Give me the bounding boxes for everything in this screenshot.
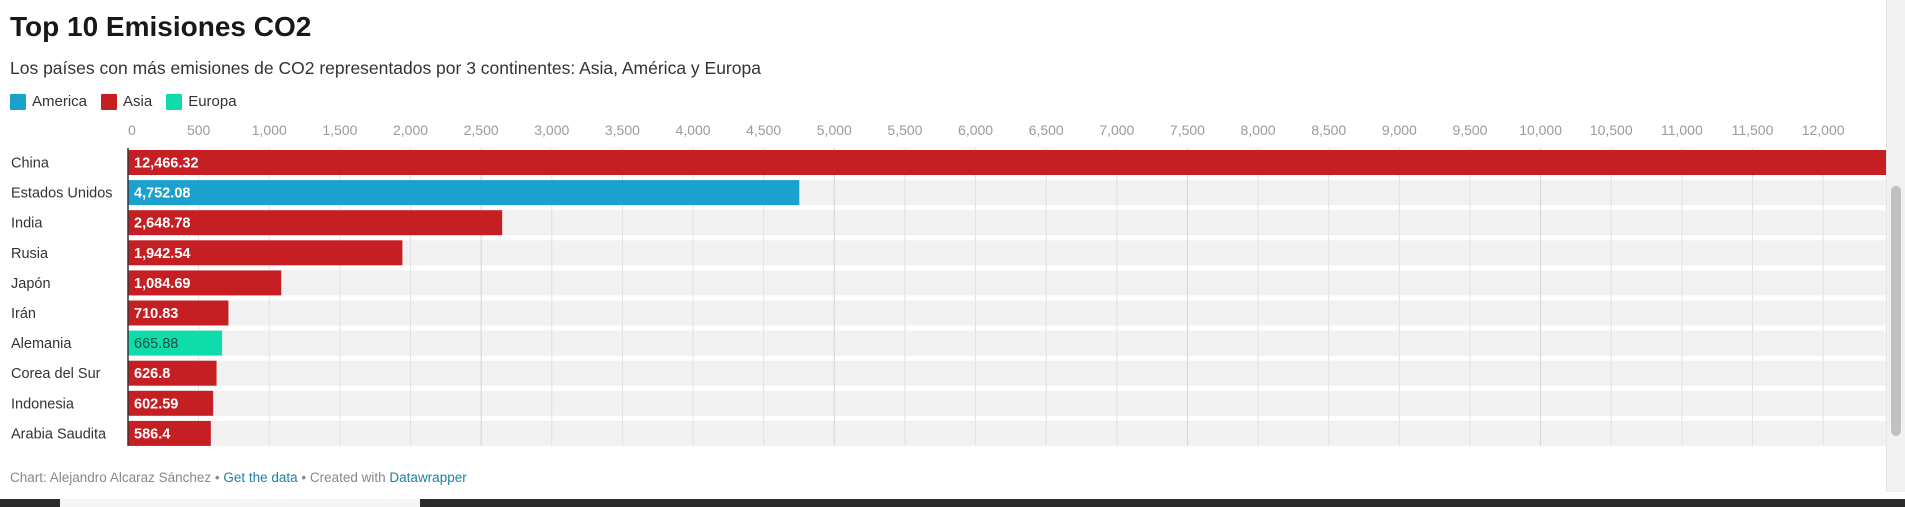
category-label: Irán xyxy=(11,306,36,322)
value-label: 586.4 xyxy=(134,426,170,442)
x-tick-label: 11,000 xyxy=(1661,122,1703,138)
x-tick-label: 2,500 xyxy=(464,122,499,138)
bar xyxy=(128,300,229,326)
bar xyxy=(128,330,223,356)
taskbar-search-box[interactable] xyxy=(60,499,420,507)
legend-swatch-europa xyxy=(166,94,183,110)
bar-chart-svg: 0 500 1,000 1,500 2,000 2,500 3,000 3,500 4,000 4… xyxy=(11,122,1889,446)
x-tick-label: 11,500 xyxy=(1732,122,1774,138)
chart-footer: Chart: Alejandro Alcaraz Sánchez • Get t… xyxy=(10,470,467,485)
legend-label-america: America xyxy=(32,93,88,110)
bar xyxy=(128,360,217,386)
bar-background-row xyxy=(128,360,1889,386)
x-tick-label: 12,000 xyxy=(1802,122,1845,138)
x-tick-label: 5,000 xyxy=(817,122,852,138)
x-tick-label: 500 xyxy=(187,122,211,138)
x-tick-label: 5,500 xyxy=(887,122,922,138)
value-label: 665.88 xyxy=(134,336,178,352)
x-tick-label: 6,500 xyxy=(1029,122,1064,138)
value-label: 710.83 xyxy=(134,306,178,322)
bar xyxy=(128,420,211,446)
legend-item-asia: Asia xyxy=(101,92,152,112)
x-tick-label: 10,000 xyxy=(1519,122,1562,138)
bar xyxy=(128,240,403,266)
bar-background-row xyxy=(128,300,1889,326)
bar xyxy=(128,270,282,296)
category-label: Estados Unidos xyxy=(11,186,113,202)
bar-background-row xyxy=(128,390,1889,416)
legend-item-europa: Europa xyxy=(166,92,237,112)
legend-label-europa: Europa xyxy=(188,93,237,110)
x-tick-label: 2,000 xyxy=(393,122,428,138)
category-label: Japón xyxy=(11,276,51,292)
category-label: China xyxy=(11,156,50,172)
get-the-data-link[interactable]: Get the data xyxy=(223,470,298,485)
chart-legend: America Asia Europa xyxy=(10,92,237,112)
x-tick-label: 3,500 xyxy=(605,122,640,138)
x-tick-label: 4,500 xyxy=(746,122,781,138)
category-label: Corea del Sur xyxy=(11,366,101,382)
x-tick-label: 0 xyxy=(128,122,136,138)
category-label: Alemania xyxy=(11,336,72,352)
bar-background-row xyxy=(128,330,1889,356)
bar-background-row xyxy=(128,270,1889,296)
x-tick-label: 8,000 xyxy=(1241,122,1276,138)
category-label: Arabia Saudita xyxy=(11,426,107,442)
x-tick-label: 7,000 xyxy=(1099,122,1134,138)
footer-credit: Chart: Alejandro Alcaraz Sánchez • xyxy=(10,470,224,485)
chart-title: Top 10 Emisiones CO2 xyxy=(10,11,312,42)
category-label: India xyxy=(11,216,43,232)
x-tick-label: 10,500 xyxy=(1590,122,1633,138)
legend-swatch-asia xyxy=(101,94,118,110)
x-tick-label: 6,000 xyxy=(958,122,993,138)
vertical-scrollbar[interactable] xyxy=(1886,0,1905,492)
x-tick-label: 7,500 xyxy=(1170,122,1205,138)
datawrapper-link[interactable]: Datawrapper xyxy=(389,470,467,485)
legend-item-america: America xyxy=(10,92,87,112)
x-tick-label: 1,500 xyxy=(322,122,357,138)
x-tick-label: 8,500 xyxy=(1311,122,1346,138)
x-tick-label: 4,000 xyxy=(676,122,711,138)
legend-label-asia: Asia xyxy=(123,93,153,110)
x-tick-label: 3,000 xyxy=(534,122,569,138)
x-tick-label: 9,000 xyxy=(1382,122,1417,138)
bar-background-row xyxy=(128,420,1889,446)
taskbar-strip xyxy=(0,499,1905,507)
value-label: 626.8 xyxy=(134,366,170,382)
value-label: 602.59 xyxy=(134,396,178,412)
legend-swatch-america xyxy=(10,94,26,110)
bar xyxy=(128,390,214,416)
x-tick-label: 9,500 xyxy=(1452,122,1487,138)
bar xyxy=(128,210,503,236)
value-label: 1,942.54 xyxy=(134,246,190,262)
bar-background-row xyxy=(128,240,1889,266)
value-label: 12,466.32 xyxy=(134,156,199,172)
value-label: 4,752.08 xyxy=(134,186,190,202)
x-tick-label: 1,000 xyxy=(252,122,287,138)
category-label: Rusia xyxy=(11,246,49,262)
value-label: 2,648.78 xyxy=(134,216,190,232)
footer-created-with: • Created with xyxy=(297,470,390,485)
bar xyxy=(128,180,800,206)
value-label: 1,084.69 xyxy=(134,276,190,292)
scrollbar-thumb[interactable] xyxy=(1891,186,1901,436)
bar xyxy=(128,150,1889,175)
category-label: Indonesia xyxy=(11,396,75,412)
chart-container: Top 10 Emisiones CO2 Los países con más … xyxy=(10,0,1905,492)
chart-subtitle: Los países con más emisiones de CO2 repr… xyxy=(10,58,761,78)
